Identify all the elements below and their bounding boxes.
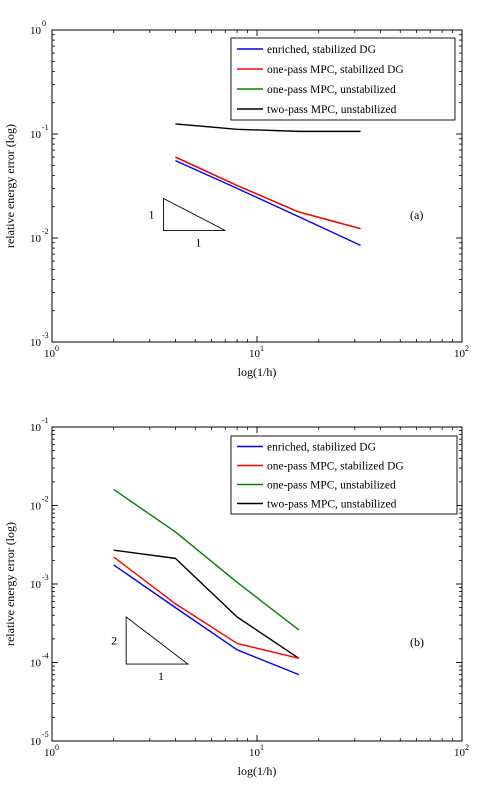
y-tick-exponent: -2	[42, 227, 49, 236]
slope-rise-label: 1	[149, 207, 155, 221]
legend-box	[230, 37, 456, 121]
series-line-1	[113, 564, 300, 676]
slope-run-label: 1	[158, 669, 164, 683]
slope-triangle	[125, 616, 190, 665]
y-tick-exponent: -3	[42, 331, 49, 340]
legend-label-3: one-pass MPC, unstabilized	[267, 480, 396, 492]
panel-label: (a)	[410, 208, 423, 222]
y-tick-exponent: -4	[42, 652, 49, 661]
legend: enriched, stabilized DG one-pass MPC, sta…	[230, 37, 456, 121]
y-tick-label: 10	[30, 501, 42, 513]
slope-rise-label: 2	[111, 634, 117, 648]
y-tick-label: 10	[30, 233, 42, 245]
x-axis-label: log(1/h)	[238, 764, 277, 778]
legend-label-2: one-pass MPC, stabilized DG	[267, 461, 404, 473]
y-tick-label: 10	[30, 129, 42, 141]
y-tick-label: 10	[30, 736, 42, 748]
y-tick-exponent: -1	[42, 416, 49, 425]
x-tick-label: 10	[454, 348, 466, 360]
legend-label-3: one-pass MPC, unstabilized	[267, 84, 396, 96]
y-axis-label: relative energy error (log)	[3, 124, 17, 248]
y-tick-label: 10	[30, 25, 42, 37]
series-line-3	[175, 156, 361, 230]
chart-panel-2: 10 0 10 1 10 210-510-410-310-210-1log(1/h)rel…	[3, 416, 469, 778]
legend-label-2: one-pass MPC, stabilized DG	[267, 64, 404, 76]
legend-box	[230, 435, 458, 515]
series-line-1	[175, 159, 361, 246]
series-line-4	[175, 123, 361, 133]
x-tick-exponent: 1	[260, 344, 264, 353]
legend-label-4: two-pass MPC, unstabilized	[267, 499, 397, 511]
x-tick-exponent: 0	[55, 344, 59, 353]
x-tick-label: 10	[454, 747, 466, 759]
x-tick-exponent: 2	[465, 344, 469, 353]
x-tick-label: 10	[249, 747, 261, 759]
chart-panel-1: 10 0 10 1 10 210-310-210-1100log(1/h)relative…	[3, 19, 469, 379]
y-tick-label: 10	[30, 658, 42, 670]
legend-label-4: two-pass MPC, unstabilized	[267, 104, 397, 116]
series-line-4	[113, 549, 300, 659]
x-tick-exponent: 0	[55, 743, 59, 752]
x-tick-exponent: 1	[260, 743, 264, 752]
x-tick-label: 10	[44, 747, 56, 759]
slope-triangle	[163, 197, 226, 231]
y-tick-label: 10	[30, 337, 42, 349]
y-tick-exponent: -2	[42, 495, 49, 504]
series-line-3	[113, 488, 300, 631]
x-axis-label: log(1/h)	[238, 365, 277, 379]
y-tick-label: 10	[30, 579, 42, 591]
y-tick-exponent: -1	[42, 123, 49, 132]
x-tick-label: 10	[249, 348, 261, 360]
x-tick-exponent: 2	[465, 743, 469, 752]
y-tick-label: 10	[30, 422, 42, 434]
slope-run-label: 1	[195, 236, 201, 250]
legend-label-1: enriched, stabilized DG	[267, 442, 376, 454]
legend: enriched, stabilized DG one-pass MPC, sta…	[230, 435, 458, 515]
series-line-2	[175, 156, 361, 230]
panel-label: (b)	[410, 635, 424, 649]
y-tick-exponent: -3	[42, 573, 49, 582]
x-tick-label: 10	[44, 348, 56, 360]
y-tick-exponent: -5	[42, 730, 49, 739]
y-tick-exponent: 0	[42, 19, 46, 28]
series-line-2	[113, 556, 300, 660]
y-axis-label: relative energy error (log)	[3, 522, 17, 646]
legend-label-1: enriched, stabilized DG	[267, 44, 376, 56]
